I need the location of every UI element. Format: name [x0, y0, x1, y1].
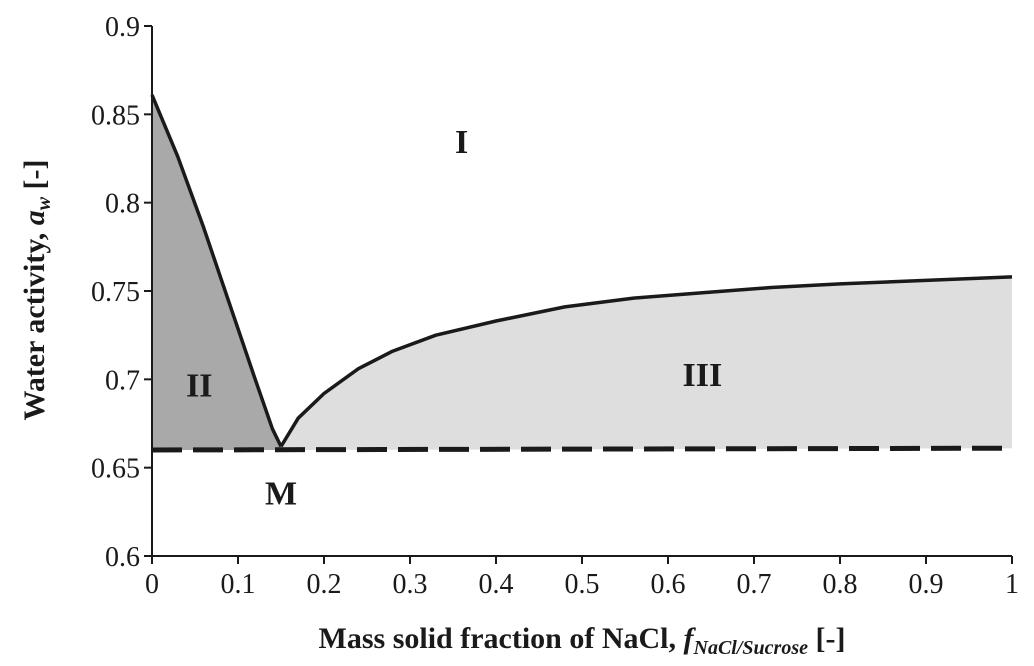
- x-tick-label: 0.8: [823, 569, 858, 600]
- x-tick-label: 0: [145, 569, 159, 600]
- x-tick-label: 0.5: [565, 569, 600, 600]
- y-tick-label: 0.9: [105, 12, 140, 43]
- region-label-III: III: [683, 357, 723, 394]
- region-label-II: II: [186, 368, 212, 405]
- y-tick-label: 0.8: [105, 189, 140, 220]
- x-tick-label: 0.7: [737, 569, 772, 600]
- x-tick-label: 0.4: [479, 569, 514, 600]
- x-tick-label: 0.2: [307, 569, 342, 600]
- y-tick-label: 0.75: [91, 277, 140, 308]
- axes: [144, 25, 1013, 564]
- y-axis-title: Water activity, aw [-]: [18, 159, 55, 420]
- series-line-2: [279, 275, 1013, 448]
- region-label-M: M: [265, 475, 297, 512]
- y-tick-label: 0.65: [91, 454, 140, 485]
- y-tick-label: 0.6: [105, 542, 140, 573]
- region-III-fill: [281, 276, 1012, 450]
- y-tick-label: 0.7: [105, 365, 140, 396]
- tick-labels: 0 0.1 0.2 0.3 0.4 0.5 0.6 0.7 0.8 0.9 1 0.6 0.65 0.7 0…: [91, 12, 1019, 600]
- region-label-I: I: [455, 124, 468, 161]
- x-axis-title: Mass solid fraction of NaCl, fNaCl/Sucro…: [319, 622, 846, 659]
- x-tick-label: 0.3: [393, 569, 428, 600]
- x-tick-label: 0.1: [221, 569, 256, 600]
- region-fills: [152, 94, 1012, 451]
- x-tick-label: 0.6: [651, 569, 686, 600]
- series-line-1: [150, 94, 283, 448]
- x-tick-label: 1: [1005, 569, 1019, 600]
- series-line-3: [151, 445, 1013, 453]
- x-tick-label: 0.9: [909, 569, 944, 600]
- y-tick-label: 0.85: [91, 100, 140, 131]
- series-lines: [150, 94, 1013, 453]
